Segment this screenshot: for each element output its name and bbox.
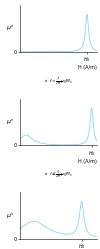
Text: ⓑ  $f \leq \frac{3}{2H}\mu_0 M_s$: ⓑ $f \leq \frac{3}{2H}\mu_0 M_s$ [44,170,73,181]
X-axis label: H (A/m): H (A/m) [78,159,97,164]
Y-axis label: $\mu^{\prime\prime}$: $\mu^{\prime\prime}$ [6,117,15,127]
X-axis label: H (A/m): H (A/m) [78,65,97,70]
Y-axis label: $\mu^{\prime\prime}$: $\mu^{\prime\prime}$ [6,211,15,221]
Y-axis label: $\mu^{\prime\prime}$: $\mu^{\prime\prime}$ [6,23,15,33]
Text: ⓐ  $f > \frac{7}{2H}\mu_0 M_s$: ⓐ $f > \frac{7}{2H}\mu_0 M_s$ [44,76,73,87]
